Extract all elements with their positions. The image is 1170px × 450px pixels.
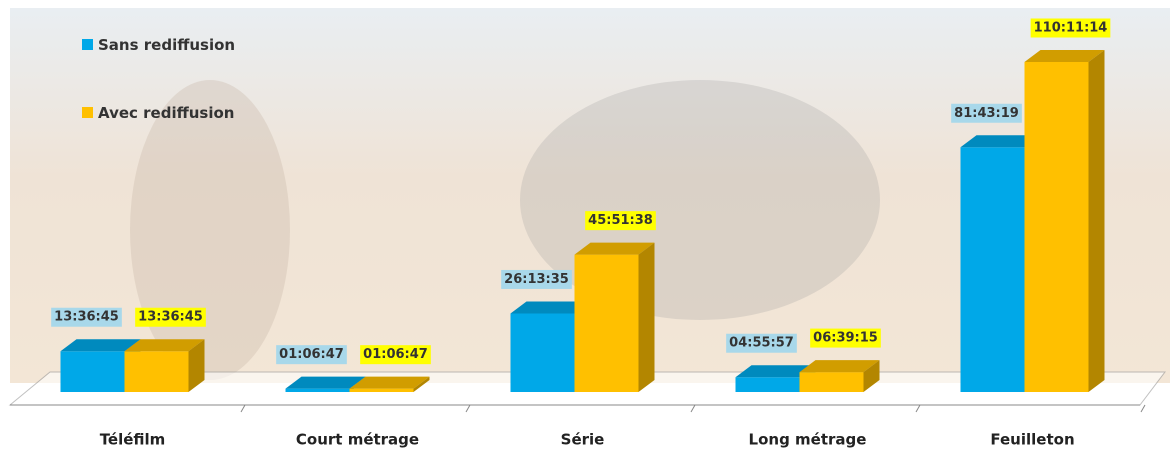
category-divider xyxy=(1140,404,1146,413)
category-divider xyxy=(915,404,921,413)
bar-face xyxy=(638,242,655,392)
bar-face xyxy=(863,360,880,392)
bar-face xyxy=(960,147,1025,392)
bar-face xyxy=(60,339,141,352)
bar xyxy=(799,360,880,392)
bar-face xyxy=(60,351,125,392)
bar-face xyxy=(1088,50,1105,392)
value-label: 01:06:47 xyxy=(363,347,428,362)
bar-face xyxy=(574,254,639,392)
x-tick-label: Série xyxy=(561,431,605,449)
value-label-bg xyxy=(51,307,122,327)
bar-face xyxy=(510,313,575,392)
bar-face xyxy=(1024,50,1105,62)
bar-face xyxy=(960,135,1041,148)
legend-item: Avec rediffusion xyxy=(82,102,238,124)
photo-figure xyxy=(520,80,880,320)
category-divider xyxy=(240,404,246,413)
value-label: 01:06:47 xyxy=(279,347,344,362)
legend-item: Sans rediffusion xyxy=(82,34,238,56)
bar-face xyxy=(735,365,816,378)
legend-swatch xyxy=(82,107,93,118)
x-tick-label: Téléfilm xyxy=(100,431,166,449)
value-label-bg xyxy=(585,211,656,231)
legend-swatch xyxy=(82,39,93,50)
bar-face xyxy=(124,339,205,352)
value-label: 26:13:35 xyxy=(504,272,569,287)
legend-label: Avec rediffusion xyxy=(98,104,235,122)
value-label-bg xyxy=(501,269,572,289)
x-tick-label: Feuilleton xyxy=(990,431,1074,449)
value-label: 13:36:45 xyxy=(138,310,203,325)
value-label-bg xyxy=(360,345,431,365)
value-label-bg xyxy=(726,333,797,353)
value-label: 04:55:57 xyxy=(729,336,794,351)
bar-face xyxy=(799,372,864,392)
bar-face xyxy=(285,388,350,392)
bar xyxy=(574,242,655,392)
bar-face xyxy=(735,377,800,392)
value-label: 13:36:45 xyxy=(54,310,119,325)
bar-face xyxy=(124,351,189,392)
bar-face xyxy=(413,376,430,392)
bar-face xyxy=(188,339,205,392)
value-label: 06:39:15 xyxy=(813,331,878,346)
value-label-bg xyxy=(810,328,881,348)
x-tick-label: Court métrage xyxy=(296,431,419,449)
value-label: 45:51:38 xyxy=(588,213,653,228)
category-divider xyxy=(690,404,696,413)
x-tick-label: Long métrage xyxy=(749,431,867,449)
photo-figure xyxy=(130,80,290,380)
bar xyxy=(124,339,205,392)
bar-face xyxy=(574,242,655,255)
value-label-bg xyxy=(135,307,206,327)
value-label-bg xyxy=(951,103,1022,123)
bar-face xyxy=(285,376,366,389)
legend-label: Sans rediffusion xyxy=(98,36,236,54)
category-divider xyxy=(465,404,471,413)
bar-face xyxy=(349,388,414,392)
value-label-bg xyxy=(1030,18,1111,38)
value-label: 81:43:19 xyxy=(954,106,1019,121)
value-label-bg xyxy=(276,345,347,365)
bar xyxy=(349,376,430,392)
bar-face xyxy=(349,376,430,389)
bar-face xyxy=(510,301,591,314)
bar-face xyxy=(799,360,880,373)
value-label: 110:11:14 xyxy=(1034,21,1108,36)
bar-face xyxy=(1024,62,1089,392)
bar xyxy=(1024,50,1105,392)
